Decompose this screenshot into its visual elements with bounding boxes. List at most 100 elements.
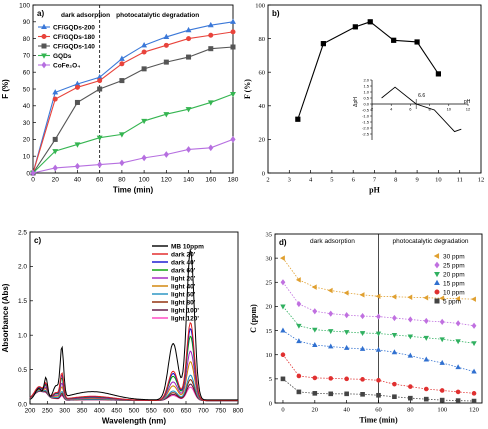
data-point (423, 386, 429, 392)
data-point (312, 375, 318, 381)
data-point (408, 384, 413, 389)
data-point (343, 330, 350, 336)
data-point (185, 107, 192, 113)
y-tick-label: 0.0 (18, 401, 27, 408)
x-tick-label: 60 (375, 407, 382, 414)
legend-marker (41, 61, 47, 69)
legend-label: CF/GQDs-180 (53, 34, 95, 41)
data-point (74, 162, 81, 170)
data-point (163, 33, 170, 39)
data-point (30, 169, 36, 177)
y-axis-label: Absorbance (Abs) (1, 283, 10, 352)
x-tick-label: 350 (77, 408, 88, 415)
inset-x-tick-label: 6 (409, 107, 412, 112)
legend-label: 15 ppm (443, 281, 465, 288)
y-tick-label: 60 (23, 69, 31, 76)
data-point (296, 373, 302, 379)
data-point (296, 323, 302, 329)
x-tick-label: 20 (312, 407, 319, 414)
inset: 2 4 6 8 10 122.01.51.00.50.0-0.5-1.0-1.5-2.0-… (353, 78, 471, 140)
y-tick-label: 100 (255, 2, 265, 9)
data-point (312, 391, 318, 396)
legend-label: 25 ppm (443, 263, 465, 270)
x-tick-label: 9 (415, 177, 418, 184)
legend-marker (41, 23, 47, 30)
x-axis-label: Time (min) (359, 416, 398, 425)
legend-label: light 80' (171, 300, 196, 307)
data-point (230, 18, 236, 24)
y-tick-label: 2.5 (18, 229, 27, 236)
y-tick-label: 10 (23, 153, 31, 160)
y-tick-label: 0 (26, 170, 30, 177)
y-axis-label: F (%) (243, 79, 252, 99)
data-point (52, 89, 59, 95)
data-point (376, 313, 381, 320)
legend-label: light 60' (171, 292, 196, 299)
y-tick-label: 70 (23, 53, 31, 60)
data-point (119, 78, 125, 84)
data-point (312, 308, 318, 315)
data-point (439, 337, 445, 343)
x-tick-label: 250 (42, 408, 53, 415)
data-point (455, 389, 461, 395)
data-point (455, 398, 461, 403)
x-tick-label: 550 (146, 408, 157, 415)
x-tick-label: 8 (394, 177, 397, 184)
data-point (376, 392, 381, 398)
data-point (230, 91, 236, 98)
x-tick-label: 200 (25, 408, 36, 415)
data-point (163, 112, 170, 118)
data-point (163, 59, 169, 65)
data-point (359, 292, 365, 298)
data-point (185, 146, 192, 153)
spectrum-line (29, 248, 238, 401)
data-point (343, 344, 350, 350)
panel-label: c) (34, 236, 41, 245)
data-point (439, 295, 445, 301)
data-point (328, 376, 334, 381)
data-point (471, 322, 477, 329)
data-point (367, 19, 373, 25)
x-tick-label: 4 (309, 177, 313, 184)
data-point (439, 397, 445, 403)
legend-label: MB 10ppm (171, 244, 204, 251)
data-point (439, 318, 445, 325)
data-point (407, 316, 413, 323)
data-point (391, 294, 397, 300)
legend-label: 30 ppm (443, 254, 465, 261)
data-point (343, 290, 349, 296)
legend-marker (41, 33, 47, 39)
data-point (52, 164, 58, 172)
inset-y-tick-label: 1.5 (363, 84, 369, 89)
x-tick-label: 80 (407, 407, 414, 414)
legend-label: light 100' (171, 308, 199, 315)
data-point (328, 310, 334, 317)
data-point (391, 37, 397, 43)
inset-y-tick-label: 0.5 (363, 96, 369, 101)
panel-a: 0 20 40 60 80 100 120 140 160 180 0 10 20 30 40 50 60 70 8… (1, 2, 239, 194)
y-tick-label: 1.5 (18, 298, 27, 305)
spectrum-line (29, 327, 238, 402)
inset-x-tick-label: 2 (371, 107, 374, 112)
y-tick-label: 100 (19, 2, 30, 9)
series-line (32, 138, 234, 174)
data-point (392, 381, 397, 387)
data-point (186, 36, 192, 42)
x-axis-label: pH (369, 186, 380, 195)
x-tick-label: 300 (59, 408, 70, 415)
x-tick-label: 2 (266, 177, 269, 184)
x-tick-label: 100 (139, 177, 150, 184)
inset-y-tick-label: -2.0 (362, 126, 370, 131)
panel-d: 0 20 40 60 80 100 120 0 5 10 15 20 25 30 35 Time (min) C… (249, 231, 483, 425)
data-point (471, 368, 477, 374)
data-point (471, 341, 477, 347)
x-tick-label: 80 (118, 177, 126, 184)
data-point (96, 135, 103, 141)
data-point (141, 154, 147, 162)
y-tick-label: 90 (23, 19, 31, 26)
data-point (435, 71, 442, 77)
data-point (141, 66, 147, 72)
data-point (208, 46, 214, 52)
data-point (344, 391, 349, 397)
x-axis-label: Wavelength (nm) (102, 417, 166, 426)
